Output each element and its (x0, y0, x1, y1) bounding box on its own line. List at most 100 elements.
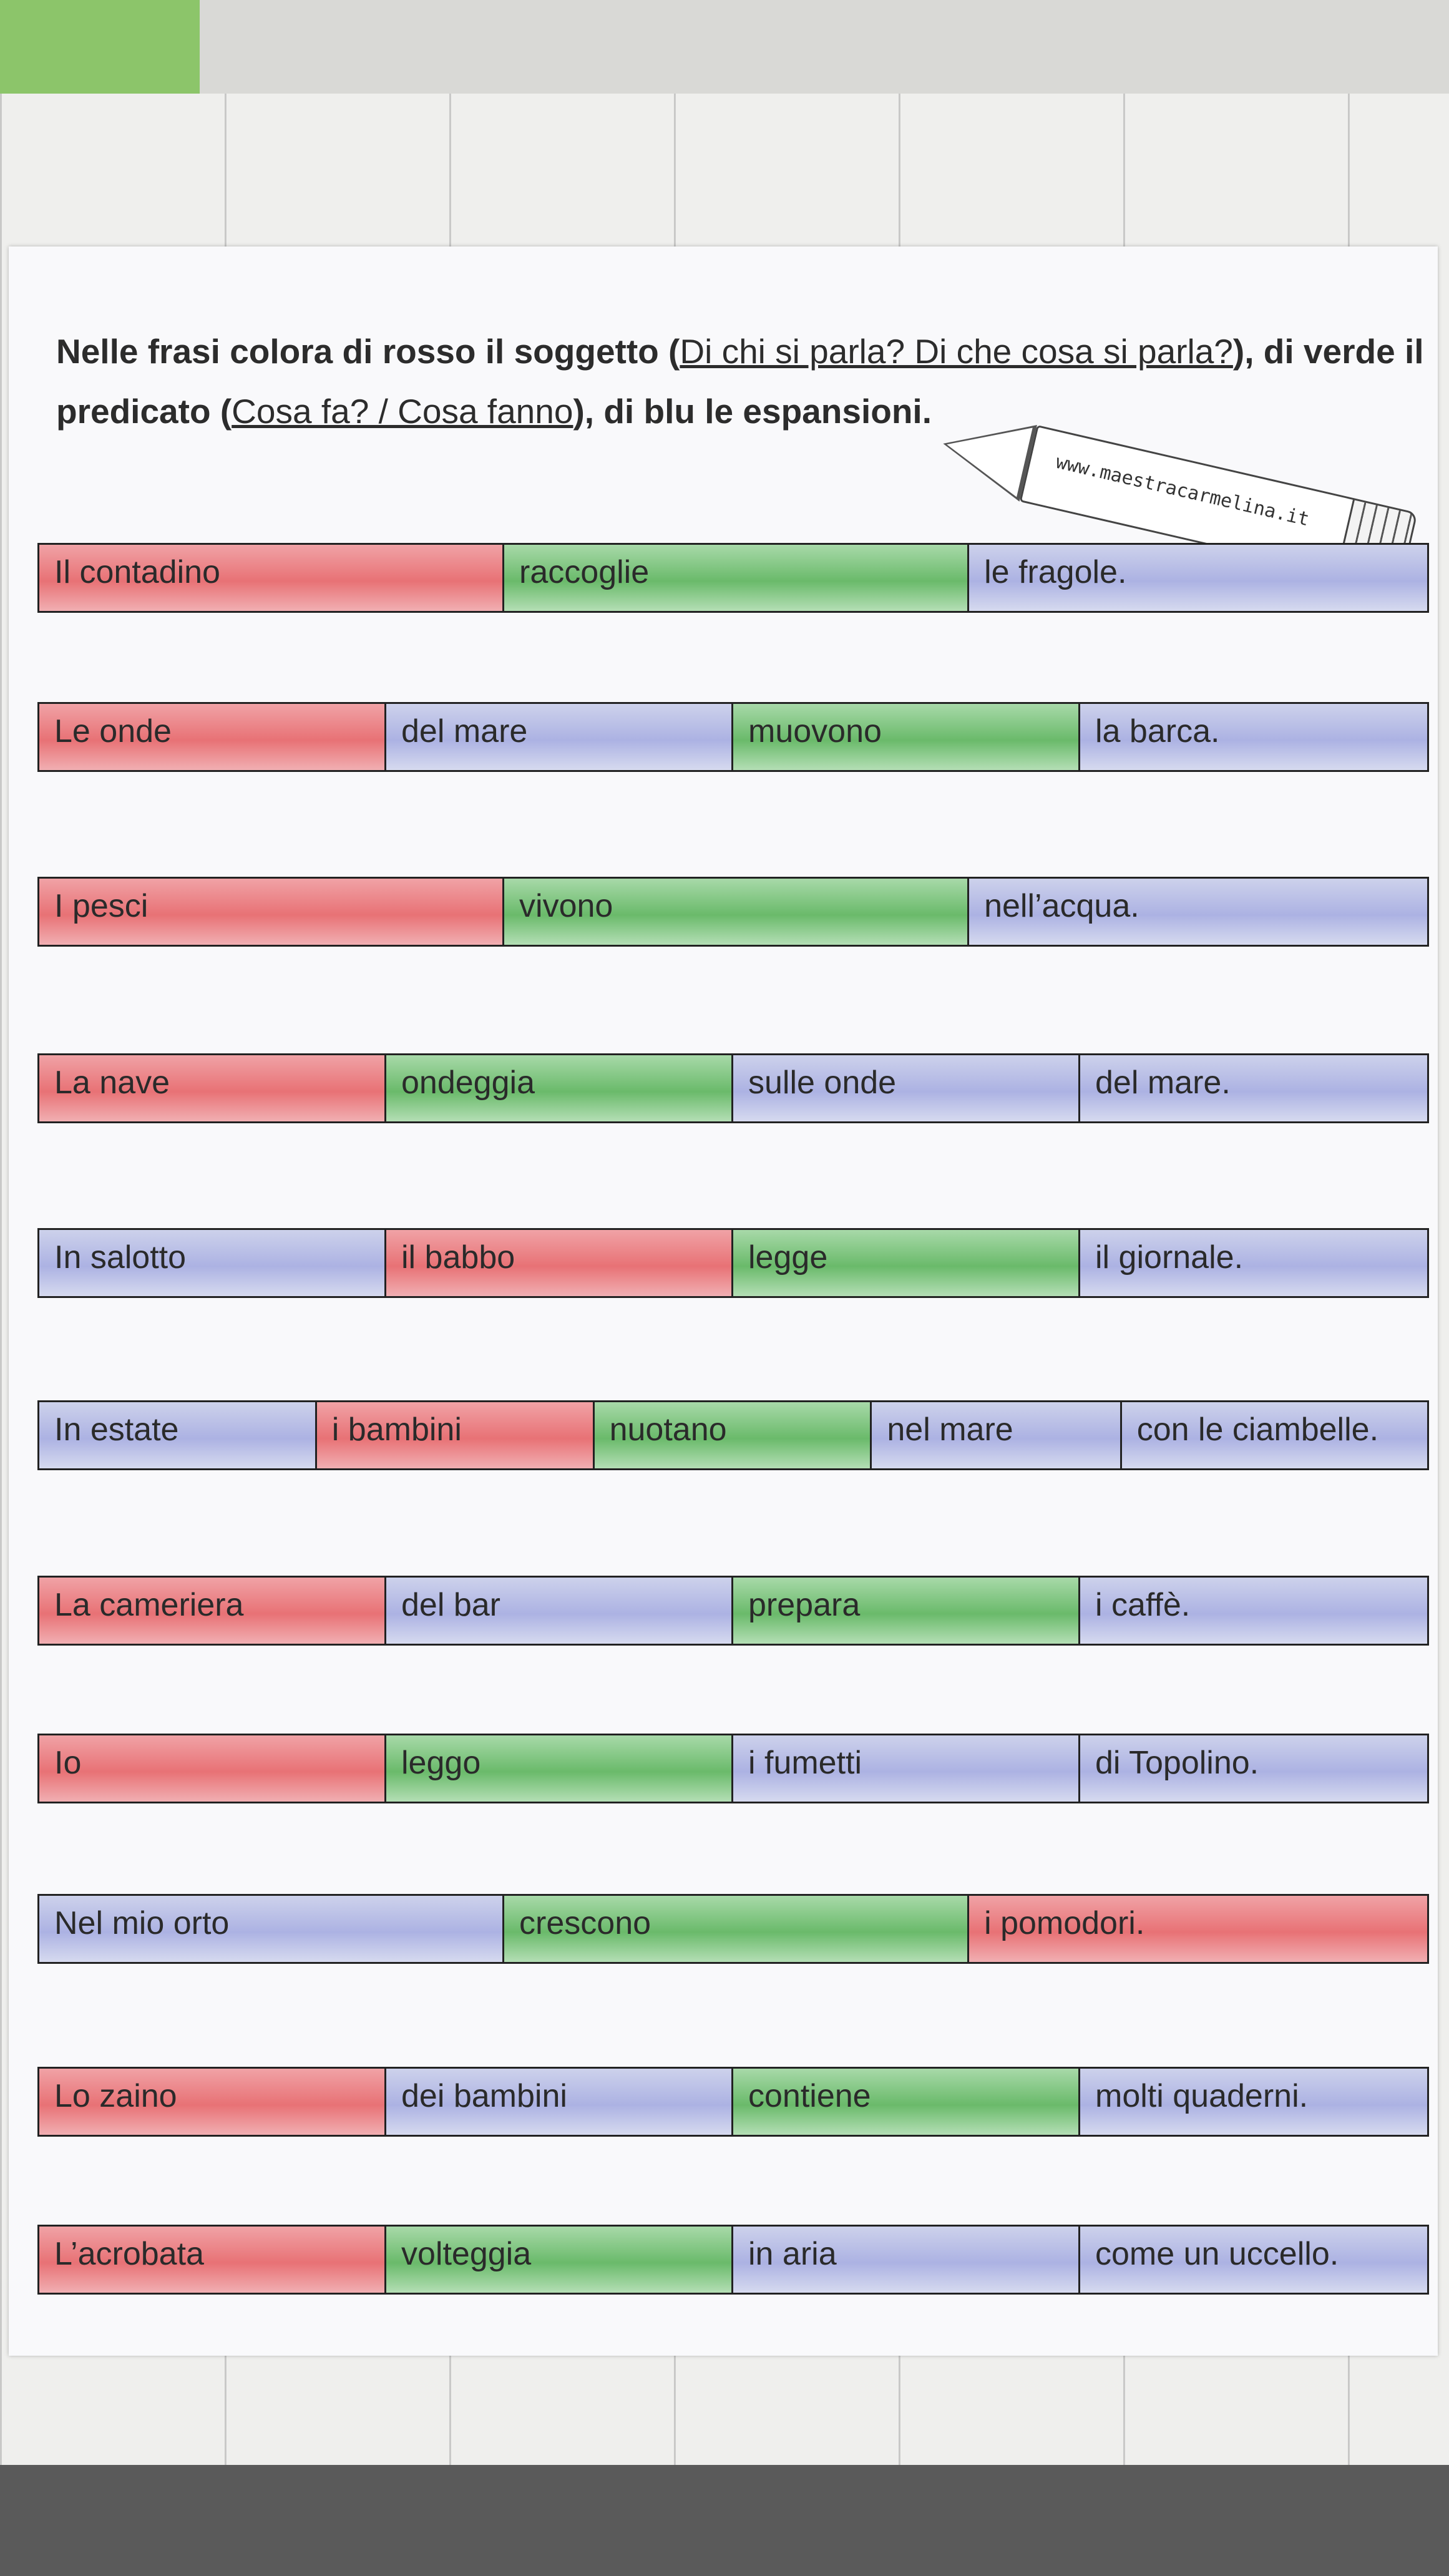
pencil-tip-icon (934, 405, 1037, 502)
sentence-part-text: muovono (748, 713, 882, 749)
sentence-part-predicato: contiene (733, 2069, 1080, 2135)
instructions: Nelle frasi colora di rosso il soggetto … (56, 321, 1442, 441)
sentence-part-predicato: prepara (733, 1578, 1080, 1644)
sentence-part-soggetto: I pesci (39, 879, 505, 945)
sentence-part-text: del bar (401, 1587, 500, 1623)
sentence-part-text: come un uccello. (1095, 2236, 1339, 2272)
sentence-part-text: L’acrobata (54, 2236, 204, 2272)
sentence-part-predicato: raccoglie (504, 545, 970, 611)
sentence-row: In salotto il babbo legge il giornale. (37, 1228, 1429, 1298)
sentence-part-text: la barca. (1095, 713, 1220, 749)
sentence-part-text: raccoglie (519, 554, 650, 590)
sentence-row: In estate i bambini nuotano nel mare con le … (37, 1400, 1429, 1470)
predicate-question: Cosa fa? / Cosa fanno (232, 392, 573, 431)
sentence-part-predicato: nuotano (594, 1402, 872, 1468)
sentence-row: L’acrobata volteggia in aria come un uccell… (37, 2225, 1429, 2295)
sentence-part-text: Lo zaino (54, 2078, 177, 2114)
sentence-part-text: vivono (519, 888, 613, 924)
sentence-part-predicato: legge (733, 1230, 1080, 1296)
sentence-part-espansione: il giornale. (1080, 1230, 1427, 1296)
sentence-part-text: leggo (401, 1745, 481, 1781)
sentence-part-soggetto: La nave (39, 1055, 386, 1121)
sentence-part-espansione: del mare (386, 704, 733, 770)
sentence-part-espansione: come un uccello. (1080, 2227, 1427, 2293)
sentence-part-text: Io (54, 1745, 82, 1781)
sentence-part-soggetto: i pomodori. (969, 1896, 1427, 1962)
sentence-part-text: di Topolino. (1095, 1745, 1259, 1781)
sentence-part-soggetto: Lo zaino (39, 2069, 386, 2135)
sentence-row: I pesci vivono nell’acqua. (37, 877, 1429, 947)
sentence-part-text: in aria (748, 2236, 837, 2272)
sentence-part-espansione: le fragole. (969, 545, 1427, 611)
sentence-part-soggetto: L’acrobata (39, 2227, 386, 2293)
sentence-part-text: crescono (519, 1905, 651, 1941)
instructions-part1: Nelle frasi colora di rosso il soggetto … (56, 332, 680, 371)
sentence-part-text: nuotano (609, 1412, 727, 1448)
sentence-part-espansione: nell’acqua. (969, 879, 1427, 945)
sentence-part-text: legge (748, 1239, 828, 1276)
sentence-row: Io leggo i fumetti di Topolino. (37, 1734, 1429, 1803)
sentence-part-text: con le ciambelle. (1136, 1412, 1379, 1448)
sentence-part-predicato: volteggia (386, 2227, 733, 2293)
sentence-part-soggetto: Io (39, 1735, 386, 1802)
sentence-part-predicato: vivono (504, 879, 970, 945)
sentence-part-text: nell’acqua. (984, 888, 1139, 924)
sentence-row: Lo zaino dei bambini contiene molti quadern… (37, 2067, 1429, 2137)
sentence-part-espansione: del mare. (1080, 1055, 1427, 1121)
sentence-part-text: i pomodori. (984, 1905, 1145, 1941)
sentence-part-espansione: i caffè. (1080, 1578, 1427, 1644)
sentence-part-espansione: in aria (733, 2227, 1080, 2293)
sentence-part-text: prepara (748, 1587, 861, 1623)
sentence-part-text: In salotto (54, 1239, 187, 1276)
sentence-part-predicato: muovono (733, 704, 1080, 770)
sentence-part-soggetto: Il contadino (39, 545, 505, 611)
sentence-part-espansione: sulle onde (733, 1055, 1080, 1121)
sentence-part-soggetto: La cameriera (39, 1578, 386, 1644)
sentence-part-text: il giornale. (1095, 1239, 1244, 1276)
sentence-part-espansione: la barca. (1080, 704, 1427, 770)
sentence-part-espansione: nel mare (872, 1402, 1122, 1468)
sentence-part-espansione: In salotto (39, 1230, 386, 1296)
sentence-part-text: molti quaderni. (1095, 2078, 1309, 2114)
sentence-part-text: le fragole. (984, 554, 1127, 590)
sentence-part-text: del mare. (1095, 1065, 1231, 1101)
sentence-part-text: I pesci (54, 888, 149, 924)
sentence-part-text: nel mare (887, 1412, 1013, 1448)
sentence-part-espansione: con le ciambelle. (1121, 1402, 1427, 1468)
sentence-part-espansione: Nel mio orto (39, 1896, 505, 1962)
sentence-part-text: La cameriera (54, 1587, 244, 1623)
sentence-part-espansione: molti quaderni. (1080, 2069, 1427, 2135)
sentence-part-text: ondeggia (401, 1065, 535, 1101)
sentence-part-text: il babbo (401, 1239, 515, 1276)
sentence-part-espansione: del bar (386, 1578, 733, 1644)
sentence-part-text: sulle onde (748, 1065, 897, 1101)
sentence-part-text: i bambini (331, 1412, 462, 1448)
sentence-part-text: La nave (54, 1065, 170, 1101)
instructions-part3: ), di blu le espansioni. (573, 392, 932, 431)
sentence-part-text: Nel mio orto (54, 1905, 230, 1941)
sentence-part-text: Il contadino (54, 554, 220, 590)
sentence-part-espansione: dei bambini (386, 2069, 733, 2135)
sentence-row: Le onde del mare muovono la barca. (37, 702, 1429, 772)
table-surface (0, 2465, 1449, 2576)
sentence-part-soggetto: il babbo (386, 1230, 733, 1296)
sentence-part-text: Le onde (54, 713, 172, 749)
sentence-part-text: i caffè. (1095, 1587, 1191, 1623)
sentence-part-espansione: In estate (39, 1402, 317, 1468)
subject-question: Di chi si parla? Di che cosa si parla? (680, 332, 1233, 371)
sentence-part-text: In estate (54, 1412, 179, 1448)
sentence-part-espansione: di Topolino. (1080, 1735, 1427, 1802)
sentence-part-text: i fumetti (748, 1745, 862, 1781)
sentence-part-text: dei bambini (401, 2078, 567, 2114)
sentence-row: La cameriera del bar prepara i caffè. (37, 1576, 1429, 1646)
sentence-row: La nave ondeggia sulle onde del mare. (37, 1053, 1429, 1123)
sentence-row: Nel mio orto crescono i pomodori. (37, 1894, 1429, 1964)
sentence-row: Il contadino raccoglie le fragole. (37, 543, 1429, 613)
sentence-part-predicato: leggo (386, 1735, 733, 1802)
sentence-part-text: volteggia (401, 2236, 532, 2272)
notebook-cover-corner (0, 0, 200, 106)
sentence-part-soggetto: i bambini (316, 1402, 595, 1468)
sentence-part-text: contiene (748, 2078, 871, 2114)
instructions-part2: ), di verde il predicato ( (56, 332, 1424, 431)
sentence-part-predicato: ondeggia (386, 1055, 733, 1121)
